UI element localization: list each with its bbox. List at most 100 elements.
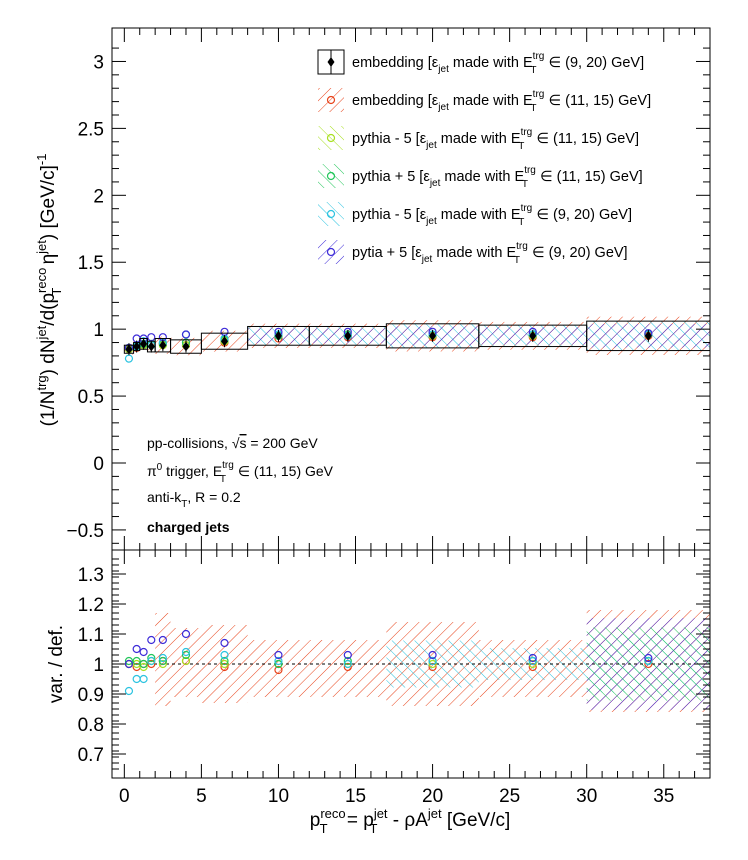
legend-label-2: pythia - 5 [εjet made with Etrg T ∈ (11, …	[352, 127, 639, 152]
ratio-point-3-5	[181, 647, 191, 657]
bottom-ytick-label: 0.7	[78, 745, 104, 766]
ratio-point-0-3	[147, 659, 156, 669]
ratio-point-4-9	[428, 650, 437, 660]
ratio-point-4-1	[132, 644, 141, 654]
ratio-point-2-5	[181, 650, 191, 660]
top-ytick-label: 1	[93, 320, 104, 341]
annotation-collisions: pp-collisions, √s = 200 GeV	[147, 435, 318, 451]
ratio-point-0-7	[274, 665, 283, 675]
ratio-point-1-9	[428, 659, 437, 669]
embedding-point-8	[344, 330, 352, 341]
bottom-ytick-label: 1	[93, 655, 104, 676]
annotation-algorithm: anti-kT, R = 0.2	[147, 489, 241, 510]
x-axis-label: preco T = pjet T - ρAjet [GeV/c]	[310, 806, 511, 836]
ratio-point-4-2	[139, 647, 148, 657]
ratio-point-3-0	[124, 686, 134, 696]
legend-label-3: pythia + 5 [εjet made with Etrg T ∈ (11, …	[352, 165, 643, 190]
ratio-point-3-2	[139, 674, 148, 684]
xtick-label: 15	[345, 786, 366, 807]
xtick-label: 0	[119, 786, 130, 807]
ratio-point-3-3	[147, 656, 156, 666]
ratio-band-red-4	[309, 640, 387, 697]
annotation-trigger: π0 trigger, Etrg T ∈ (11, 15) GeV	[147, 460, 334, 485]
annotation-jet-type: charged jets	[147, 519, 230, 535]
bottom-ytick-label: 0.9	[78, 685, 104, 706]
ratio-point-3-6	[220, 650, 229, 660]
bottom-y-axis-label: var. / def.	[46, 625, 67, 703]
embedding-point-11	[644, 330, 652, 341]
ratio-point-2-0	[124, 656, 134, 666]
top-ytick-label: 3	[93, 52, 104, 73]
xtick-label: 20	[422, 786, 443, 807]
ratio-point-3-7	[274, 656, 283, 666]
xtick-label: 30	[576, 786, 597, 807]
variation-point-3-0	[124, 354, 134, 363]
legend: embedding [εjet made with Etrg T ∈ (9, 20…	[317, 49, 651, 266]
ratio-point-1-4	[158, 659, 167, 669]
top-ytick-label: 1.5	[78, 253, 104, 274]
legend-swatch-hatch-3	[318, 164, 344, 188]
ratio-point-4-10	[528, 653, 537, 663]
ratio-point-3-1	[132, 674, 141, 684]
legend-swatch-marker-4	[326, 209, 336, 219]
ratio-band-red-1	[170, 628, 202, 697]
ratio-point-3-10	[528, 656, 537, 666]
ratio-point-4-6	[220, 638, 229, 648]
legend-label-0: embedding [εjet made with Etrg T ∈ (9, 20…	[352, 51, 644, 76]
ratio-point-4-0	[124, 659, 134, 669]
ratio-point-2-2	[139, 659, 148, 669]
top-ytick-label: 2.5	[78, 119, 104, 140]
ratio-point-4-4	[158, 635, 167, 645]
embedding-point-10	[529, 330, 537, 341]
embedding-point-7	[274, 330, 282, 341]
top-y-axis-label: (1/Ntrg) dNjet/d(precoT ηjet) [GeV/c]-1	[34, 154, 64, 427]
top-ytick-label: −0.5	[66, 521, 104, 542]
legend-label-4: pythia - 5 [εjet made with Etrg T ∈ (9, 2…	[352, 203, 632, 228]
ratio-point-2-7	[274, 659, 283, 669]
ratio-band-red-0	[155, 613, 171, 706]
embedding-point-9	[429, 330, 437, 341]
ratio-point-1-5	[181, 656, 191, 666]
ratio-point-0-9	[428, 662, 437, 672]
bottom-ytick-label: 1.3	[78, 565, 104, 586]
ratio-point-2-3	[147, 653, 156, 663]
embedding-point-3	[147, 341, 155, 352]
legend-swatch-marker-2	[326, 133, 336, 143]
ratio-point-3-9	[428, 656, 437, 666]
ratio-point-1-6	[220, 659, 229, 669]
ratio-point-0-8	[343, 662, 352, 672]
bottom-axis-ticks: 0.7 0.8 0.9 1 1.1 1.2 1.3 0 5 10 15 20 25 30 35	[78, 550, 710, 807]
bottom-ytick-label: 1.2	[78, 595, 104, 616]
ratio-point-4-3	[147, 635, 156, 645]
top-ytick-label: 2	[93, 186, 104, 207]
legend-swatch-marker-1	[326, 95, 336, 105]
ratio-point-4-7	[274, 650, 283, 660]
xtick-label: 10	[268, 786, 289, 807]
ratio-point-3-4	[158, 653, 167, 663]
legend-swatch-hatch-1	[318, 88, 344, 112]
ratio-point-2-1	[132, 656, 141, 666]
legend-swatch-marker-5	[326, 247, 336, 257]
top-ytick-label: 0.5	[78, 387, 104, 408]
legend-swatch-hatch-4	[318, 202, 344, 226]
ratio-band-red-3	[247, 640, 310, 697]
ratio-point-0-6	[220, 662, 229, 672]
top-axis-ticks: −0.5 0 0.5 1 1.5 2 2.5 3	[66, 28, 710, 550]
ratio-point-3-8	[343, 659, 352, 669]
ratio-point-0-11	[644, 659, 653, 669]
ratio-point-2-4	[158, 656, 167, 666]
ratio-point-0-10	[528, 662, 537, 672]
xtick-label: 35	[653, 786, 674, 807]
xtick-label: 25	[499, 786, 520, 807]
embedding-point-5	[182, 341, 190, 352]
ratio-point-4-8	[343, 650, 352, 660]
ratio-point-4-11	[644, 653, 653, 663]
legend-label-1: embedding [εjet made with Etrg T ∈ (11, 1…	[352, 89, 651, 114]
embedding-point-4	[159, 340, 167, 351]
embedding-point-2	[140, 338, 148, 349]
ratio-point-2-8	[343, 656, 352, 666]
legend-swatch-diamond-0	[327, 57, 335, 67]
bottom-ytick-label: 0.8	[78, 715, 104, 736]
